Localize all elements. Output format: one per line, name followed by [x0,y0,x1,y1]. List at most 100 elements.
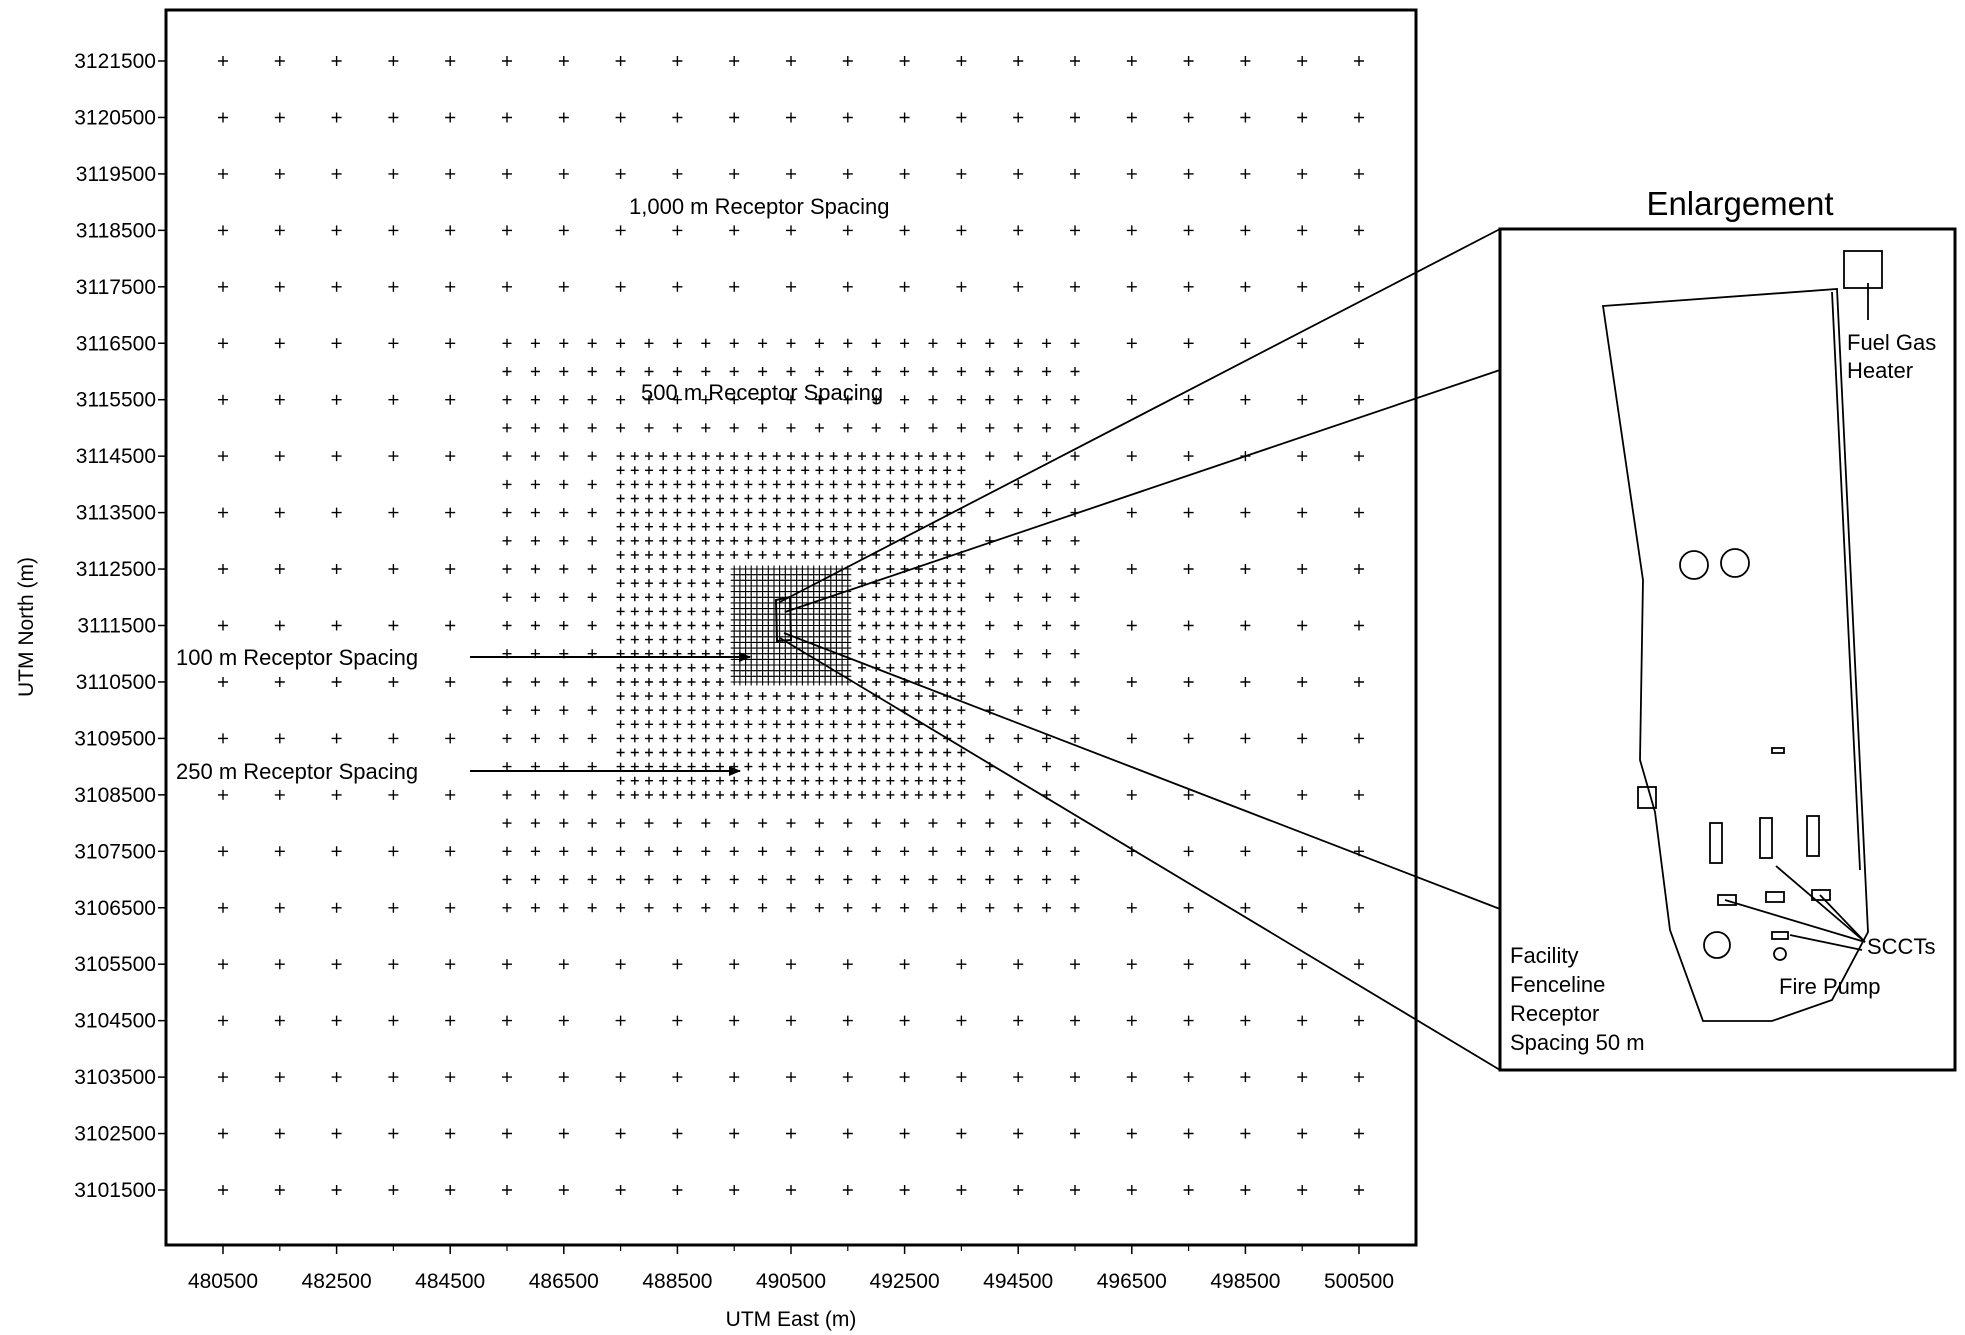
receptor-point-250m [758,720,767,729]
receptor-point-250m [914,550,923,559]
receptor-point-1000m [899,225,910,236]
receptor-point-1000m [729,1072,740,1083]
receptor-point-250m [815,550,824,559]
receptor-point-1000m [1297,281,1308,292]
receptor-point-500m [1013,790,1023,800]
y-tick-label: 3111500 [77,615,156,638]
receptor-point-1000m [558,1072,569,1083]
receptor-point-250m [701,621,710,630]
receptor-point-500m [1042,338,1052,348]
receptor-point-500m [559,564,569,574]
receptor-point-500m [1070,903,1080,913]
receptor-point-250m [872,790,881,799]
receptor-point-1000m [1183,56,1194,66]
receptor-point-1000m [1240,846,1251,857]
receptor-point-1000m [899,281,910,292]
receptor-point-1000m [218,789,228,800]
receptor-point-250m [943,635,952,644]
receptor-point-1000m [558,1015,569,1026]
receptor-point-1000m [445,677,456,687]
receptor-point-1000m [1126,56,1137,66]
receptor-point-250m [886,776,895,785]
receptor-point-1000m [331,846,342,857]
receptor-point-500m [758,395,768,405]
receptor-point-250m [701,776,710,785]
receptor-point-1000m [388,338,399,349]
receptor-point-250m [645,706,653,715]
receptor-point-250m [801,734,810,743]
receptor-point-500m [701,875,711,884]
receptor-point-1000m [274,56,285,66]
receptor-point-1000m [502,1072,512,1083]
receptor-point-500m [871,903,881,913]
receptor-point-1000m [331,394,342,405]
receptor-point-500m [985,479,995,489]
receptor-point-250m [872,466,881,475]
y-tick-label: 3115500 [76,389,156,412]
receptor-point-250m [929,607,937,616]
receptor-point-1000m [1297,1072,1308,1083]
x-tick-label: 480500 [188,1270,258,1293]
receptor-point-1000m [1297,451,1308,462]
receptor-point-500m [587,762,597,772]
receptor-point-250m [886,480,895,489]
receptor-point-500m [701,903,711,913]
receptor-point-500m [559,846,569,856]
receptor-point-250m [716,663,724,672]
label-fenceline-line3: Receptor [1510,1001,1599,1026]
receptor-point-1000m [331,1015,342,1026]
receptor-point-250m [730,452,739,461]
receptor-point-250m [829,706,838,715]
y-tick-label: 3109500 [74,727,156,750]
receptor-point-250m [815,720,824,729]
receptor-point-500m [1042,705,1052,715]
receptor-point-1000m [1240,56,1251,66]
receptor-point-250m [659,565,668,573]
receptor-point-500m [1013,367,1023,376]
receptor-point-250m [744,720,753,729]
receptor-point-500m [900,338,910,348]
receptor-point-250m [659,776,668,785]
receptor-point-1000m [615,959,626,970]
receptor-point-250m [914,494,923,503]
receptor-point-250m [872,635,881,644]
receptor-point-1000m [1240,677,1251,687]
receptor-point-1000m [1297,225,1308,236]
receptor-point-500m [729,846,739,856]
receptor-point-250m [801,720,810,729]
receptor-point-250m [716,790,724,799]
receptor-point-250m [616,494,625,503]
receptor-point-500m [928,367,938,376]
receptor-point-1000m [274,620,285,631]
receptor-point-1000m [1013,112,1024,123]
receptor-point-500m [530,592,540,602]
receptor-point-500m [1042,423,1052,433]
receptor-point-250m [900,466,909,475]
fire-pump-circle-small [1773,947,1787,961]
receptor-point-250m [716,748,724,757]
receptor-point-250m [716,579,724,588]
y-tick-label: 3117500 [76,276,156,299]
label-sccts: SCCTs [1867,934,1935,959]
receptor-point-1000m [331,564,342,574]
receptor-point-250m [701,762,710,771]
receptor-point-500m [616,903,626,913]
receptor-point-250m [687,776,696,785]
receptor-point-250m [900,621,909,630]
receptor-point-250m [886,607,895,616]
receptor-point-250m [872,678,881,686]
receptor-point-500m [1013,846,1023,856]
receptor-point-250m [843,790,852,799]
receptor-point-250m [829,692,838,701]
receptor-point-250m [616,466,625,475]
receptor-point-1000m [729,1015,740,1026]
receptor-point-1000m [672,281,683,292]
receptor-point-500m [616,367,626,376]
receptor-point-250m [630,790,639,799]
receptor-point-500m [1070,733,1080,743]
receptor-point-1000m [729,281,740,292]
receptor-point-250m [616,706,625,715]
receptor-point-500m [758,423,768,433]
building-box-west [1637,786,1657,809]
receptor-point-500m [1013,649,1023,659]
